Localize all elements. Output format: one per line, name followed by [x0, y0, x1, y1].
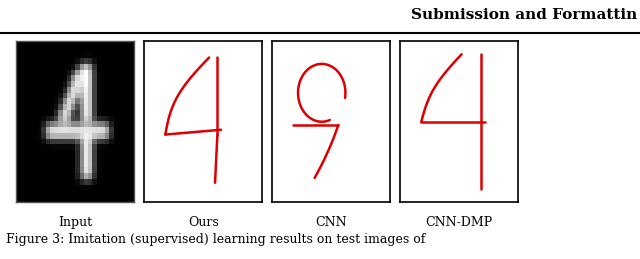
Text: CNN-DMP: CNN-DMP: [426, 216, 493, 229]
Text: Figure 3: Imitation (supervised) learning results on test images of: Figure 3: Imitation (supervised) learnin…: [6, 233, 426, 246]
Text: Input: Input: [58, 216, 92, 229]
Text: CNN: CNN: [316, 216, 347, 229]
Text: Ours: Ours: [188, 216, 219, 229]
Text: Submission and Formattin: Submission and Formattin: [410, 8, 637, 21]
